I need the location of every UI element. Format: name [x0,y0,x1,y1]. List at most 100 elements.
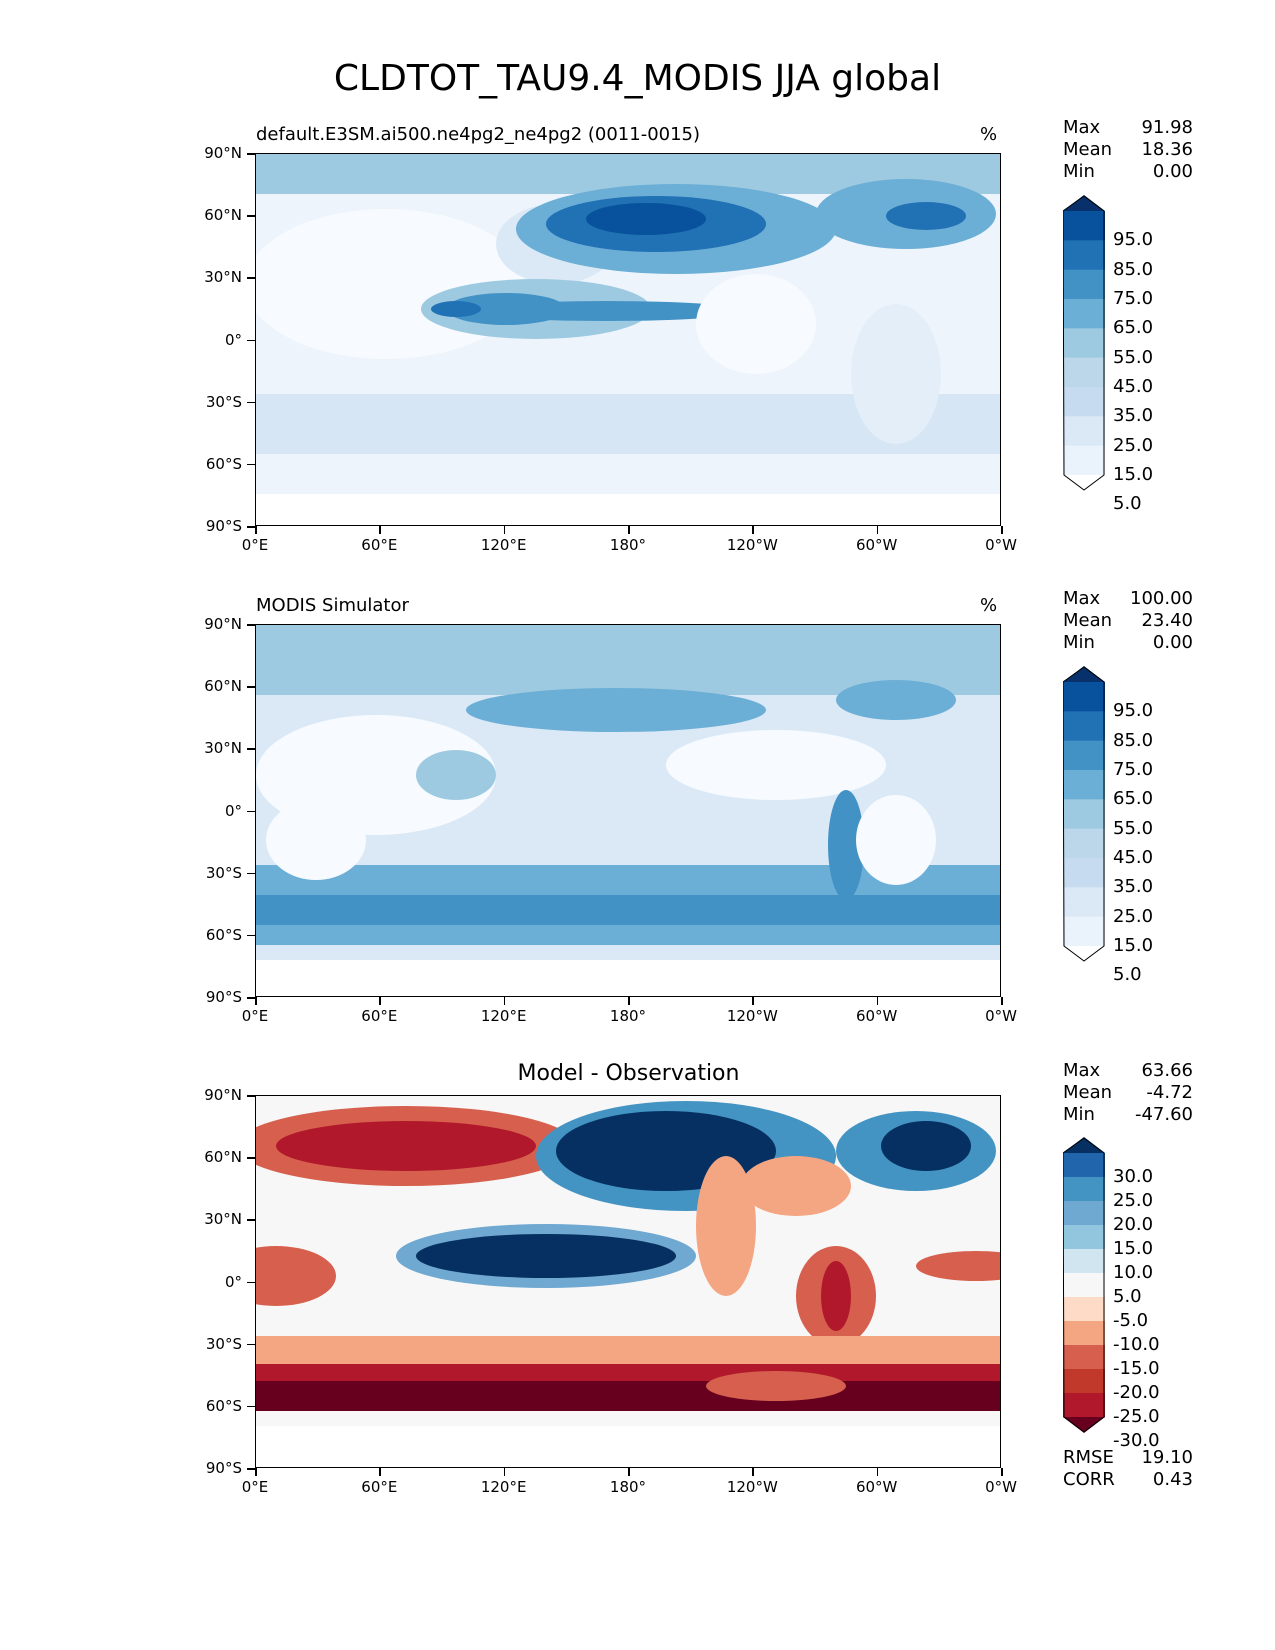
y-tick-label: 90°N [204,1086,242,1104]
colorbar-segment [1063,711,1105,742]
y-tick-mark [247,526,255,528]
y-tick-mark [247,339,255,341]
x-tick-label: 120°W [726,536,778,554]
x-tick-mark [876,526,879,534]
y-tick-label: 30°S [205,863,242,882]
x-tick-mark [1001,1468,1003,1476]
colorbar-segment [1063,445,1105,476]
x-tick-label: 60°E [361,1007,398,1025]
x-tick-label: 120°W [726,1007,778,1025]
stats-panel-3: Max 63.66 Mean -4.72 Min -47.60 [1063,1060,1193,1126]
y-tick-mark [247,810,255,812]
x-tick-mark [752,526,754,534]
stat-max: Max 100.00 [1063,588,1193,609]
stat-corr: CORR 0.43 [1063,1469,1193,1490]
colorbar [1063,195,1105,491]
y-tick-label: 30°S [205,1334,242,1353]
stat-min: Min 0.00 [1063,632,1193,653]
y-tick-mark [247,463,255,466]
colorbar-tick-label: 75.0 [1113,759,1154,780]
y-tick-label: 0° [224,801,242,820]
y-tick-mark [247,748,255,750]
colorbar-segment [1063,1249,1105,1274]
x-tick-label: 120°E [480,536,527,554]
colorbar-tick-label: 25.0 [1113,434,1154,456]
colorbar-segment [1063,328,1105,359]
x-tick-label: 0°W [985,536,1017,554]
colorbar-tick-label: 55.0 [1113,817,1154,839]
colorbar-segment [1063,416,1105,447]
y-tick-mark [247,401,255,404]
colorbar-extend-max [1063,666,1105,682]
stat-mean: Mean 18.36 [1063,139,1193,160]
colorbar-tick-label: -20.0 [1113,1382,1160,1403]
x-tick-label: 60°W [855,1478,898,1496]
colorbar-tick-label: 85.0 [1113,729,1154,751]
colorbar-tick-label: -15.0 [1113,1358,1160,1379]
x-tick-label: 0°E [241,1007,269,1025]
x-tick-label: 60°E [361,536,398,554]
colorbar-tick-label: -25.0 [1113,1406,1160,1427]
y-tick-label: 90°S [205,517,242,535]
stats-panel-2: Max 100.00 Mean 23.40 Min 0.00 [1063,588,1193,654]
x-tick-label: 0°E [241,536,269,554]
field-model [256,154,1000,525]
x-tick-mark [752,997,754,1005]
colorbar-segment [1063,828,1105,859]
stats-panel-1: Max 91.98 Mean 18.36 Min 0.00 [1063,117,1193,183]
panel-title: default.E3SM.ai500.ne4pg2_ne4pg2 (0011-0… [256,124,701,145]
colorbar-tick-label: 30.0 [1113,1166,1154,1187]
y-tick-mark [247,1405,255,1408]
x-tick-label: 180° [609,536,647,554]
x-tick-label: 120°W [726,1478,778,1496]
y-tick-label: 0° [224,1272,242,1291]
colorbar-tick-label: 25.0 [1113,905,1154,927]
x-tick-mark [628,526,630,534]
colorbar-tick-label: 5.0 [1113,493,1142,515]
colorbar-tick-label: 45.0 [1113,376,1154,397]
y-tick-mark [247,997,255,999]
colorbar-segment [1063,916,1105,947]
y-tick-label: 60°S [205,454,242,473]
x-tick-label: 0°W [985,1478,1017,1496]
y-tick-mark [247,1157,255,1159]
y-tick-label: 60°N [204,206,242,225]
stat-min: Min 0.00 [1063,161,1193,182]
colorbar-extend-min [1063,1417,1105,1433]
x-tick-mark [876,1468,879,1476]
y-tick-label: 60°N [204,1148,242,1167]
x-tick-label: 120°E [480,1007,527,1025]
colorbar-segment [1063,240,1105,271]
y-tick-mark [247,872,255,875]
y-tick-label: 90°N [204,615,242,633]
field-obs [256,625,1000,996]
colorbar-tick-label: 65.0 [1113,788,1154,810]
colorbar [1063,1137,1105,1433]
stat-mean: Mean -4.72 [1063,1082,1193,1103]
colorbar-tick-label: 10.0 [1113,1262,1154,1283]
colorbar-segment [1063,1321,1105,1346]
colorbar-extend-min [1063,946,1105,962]
y-tick-label: 60°S [205,1396,242,1415]
colorbar-segment [1063,799,1105,830]
x-tick-mark [503,526,506,534]
colorbar-tick-label: 65.0 [1113,317,1154,339]
colorbar-tick-label: 25.0 [1113,1190,1154,1211]
colorbar-segment [1063,1297,1105,1322]
y-tick-mark [247,1095,255,1097]
colorbar-tick-label: 75.0 [1113,288,1154,309]
colorbar-segment [1063,357,1105,388]
colorbar-segment [1063,1369,1105,1394]
y-tick-mark [247,1343,255,1346]
colorbar-segment [1063,1201,1105,1226]
map-area [255,624,1001,997]
colorbar-segment [1063,682,1105,712]
x-tick-mark [503,997,506,1005]
colorbar-tick-label: 95.0 [1113,229,1154,251]
panel-diff: Model - Observation [0,0,1275,1468]
y-tick-label: 90°S [205,1459,242,1477]
colorbar-tick-label: 5.0 [1113,1286,1142,1307]
y-tick-label: 30°N [204,1210,242,1229]
y-tick-mark [247,1219,255,1221]
x-tick-mark [255,1468,257,1476]
